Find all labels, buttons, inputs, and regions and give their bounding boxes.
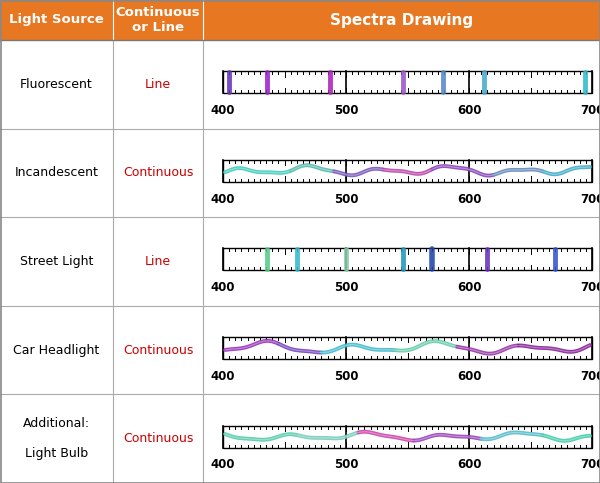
Text: 700: 700 <box>580 193 600 206</box>
Text: Incandescent: Incandescent <box>14 167 98 179</box>
Text: Additional:

Light Bulb: Additional: Light Bulb <box>23 417 90 460</box>
Text: Car Headlight: Car Headlight <box>13 343 100 356</box>
Text: Fluorescent: Fluorescent <box>20 78 93 91</box>
Text: 500: 500 <box>334 370 358 383</box>
Bar <box>0 217 600 306</box>
Bar <box>0 0 600 40</box>
Text: 500: 500 <box>334 458 358 471</box>
Bar <box>0 128 600 217</box>
Bar <box>0 395 600 483</box>
Bar <box>223 248 592 270</box>
Text: Line: Line <box>145 255 171 268</box>
Text: 700: 700 <box>580 281 600 294</box>
Text: 600: 600 <box>457 104 481 117</box>
Bar <box>223 337 592 359</box>
Text: 700: 700 <box>580 458 600 471</box>
Text: Continuous: Continuous <box>123 343 193 356</box>
Text: 400: 400 <box>211 193 235 206</box>
Text: 600: 600 <box>457 193 481 206</box>
Text: 400: 400 <box>211 370 235 383</box>
Bar <box>223 426 592 448</box>
Text: 400: 400 <box>211 104 235 117</box>
Text: 700: 700 <box>580 370 600 383</box>
Text: Continuous
or Line: Continuous or Line <box>116 6 200 34</box>
Bar <box>223 71 592 93</box>
Bar <box>0 306 600 395</box>
Text: Light Source: Light Source <box>9 14 104 27</box>
Text: 400: 400 <box>211 281 235 294</box>
Text: 500: 500 <box>334 104 358 117</box>
Text: 600: 600 <box>457 458 481 471</box>
Text: 500: 500 <box>334 281 358 294</box>
Text: 600: 600 <box>457 281 481 294</box>
Text: 600: 600 <box>457 370 481 383</box>
Text: Line: Line <box>145 78 171 91</box>
Text: Spectra Drawing: Spectra Drawing <box>330 13 473 28</box>
Text: Continuous: Continuous <box>123 432 193 445</box>
Text: 700: 700 <box>580 104 600 117</box>
Text: 400: 400 <box>211 458 235 471</box>
Bar <box>223 160 592 182</box>
Text: Continuous: Continuous <box>123 167 193 179</box>
Bar <box>0 40 600 128</box>
Text: Street Light: Street Light <box>20 255 93 268</box>
Text: 500: 500 <box>334 193 358 206</box>
